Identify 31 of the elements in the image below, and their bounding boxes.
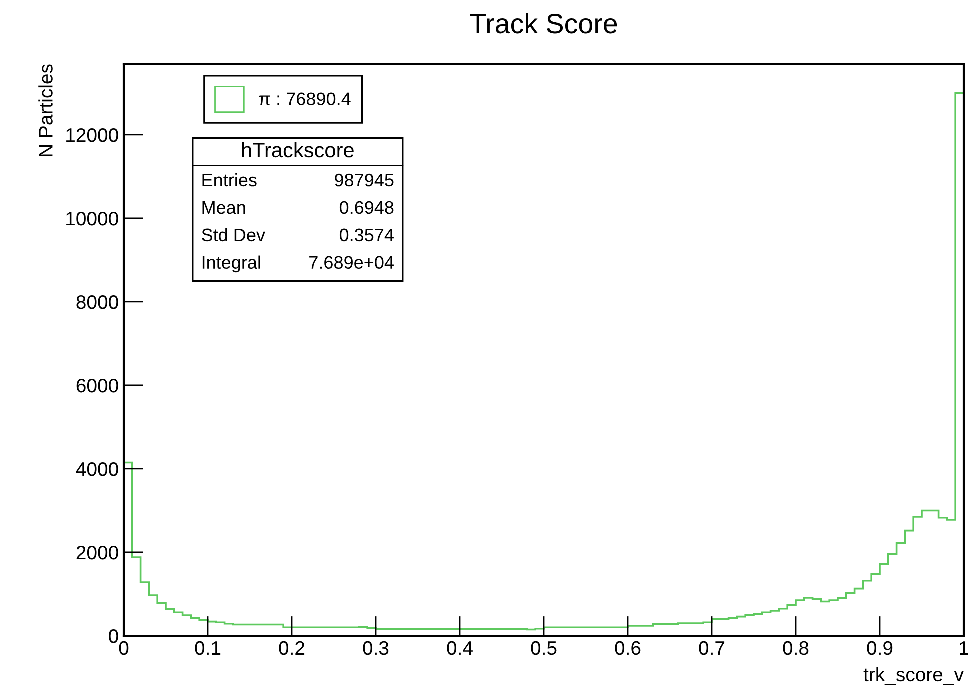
y-tick-label: 12000 [66, 128, 118, 142]
x-tick-label: 0.7 [699, 641, 725, 656]
annotation: Std Dev [202, 228, 266, 242]
y-axis-title: N Particles [38, 64, 53, 156]
annotation: hTrackscore [242, 142, 354, 158]
legend-label: π : 76890.4 [259, 92, 351, 106]
x-tick-label: 0.4 [447, 641, 473, 656]
y-tick-label: 0 [109, 629, 118, 644]
y-tick-label: 6000 [76, 378, 118, 393]
y-tick-label: 10000 [66, 212, 118, 226]
y-tick-label: 4000 [76, 462, 118, 476]
annotation: 7.689e+04 [310, 256, 394, 270]
x-tick-label: 0.2 [279, 641, 305, 656]
x-tick-label: 0.3 [363, 641, 389, 656]
x-tick-label: 0.1 [195, 641, 221, 656]
x-axis-title: trk_score_v [864, 667, 964, 686]
annotation: Integral [202, 256, 260, 273]
annotation: 0.6948 [340, 201, 394, 214]
y-tick-label: 8000 [76, 295, 118, 310]
x-tick-label: 0.8 [783, 641, 809, 656]
x-tick-label: 0 [119, 641, 129, 656]
x-tick-label: 0.5 [531, 641, 557, 656]
annotation: Mean [202, 202, 246, 214]
y-tick-label: 2000 [76, 546, 118, 560]
chart-title: Track Score [470, 13, 618, 34]
x-tick-label: 0.6 [615, 641, 641, 656]
annotation: 987945 [335, 174, 394, 187]
annotation: Entries [202, 173, 257, 187]
x-tick-label: 1 [960, 642, 968, 655]
x-tick-label: 0.9 [867, 641, 893, 656]
annotation: 0.3574 [340, 228, 394, 242]
